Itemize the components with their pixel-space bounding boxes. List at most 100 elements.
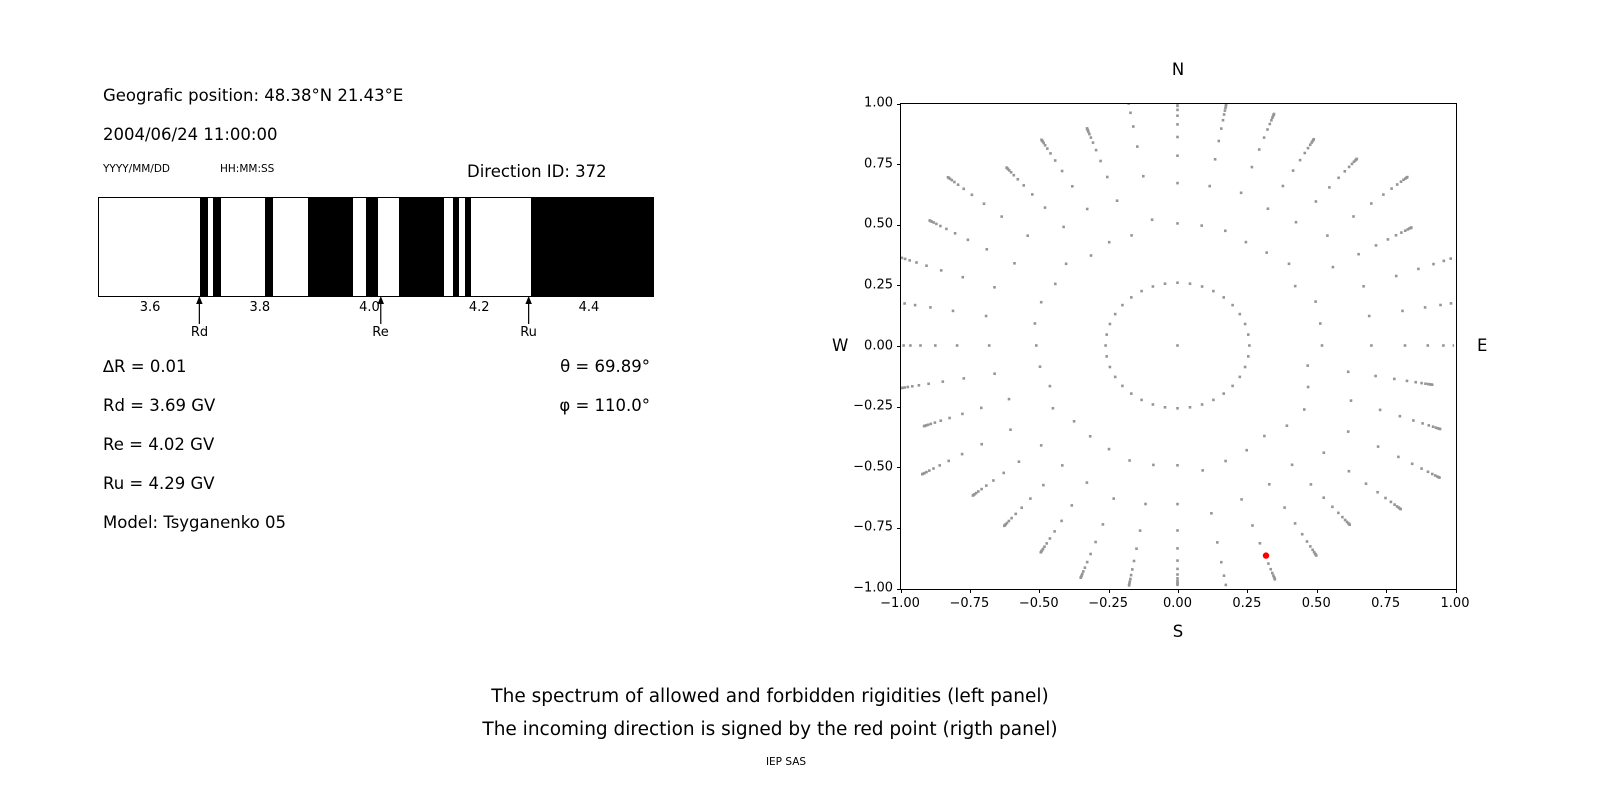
direction-dot [1222, 296, 1225, 299]
direction-dot [1176, 502, 1179, 506]
direction-dot [1300, 532, 1304, 536]
direction-dot [1306, 385, 1310, 389]
direction-dot [1010, 516, 1013, 520]
direction-dot [1140, 398, 1143, 402]
cutoff-marker-label: Re [372, 325, 389, 340]
direction-dot [1426, 344, 1430, 347]
direction-dot [1026, 234, 1029, 237]
direction-dot [1395, 183, 1399, 186]
geographic-position: Geografic position: 48.38°N 21.43°E [103, 86, 404, 105]
direction-dot [1240, 498, 1243, 501]
direction-dot [1088, 132, 1091, 136]
up-arrow-icon [525, 296, 532, 324]
direction-dot [1129, 577, 1132, 581]
direction-dot [1258, 542, 1262, 545]
direction-dot [1271, 116, 1274, 119]
direction-dot [1176, 114, 1179, 117]
direction-dot [1043, 144, 1047, 147]
direction-dot [928, 469, 931, 472]
re-value: Re = 4.02 GV [103, 435, 215, 454]
direction-dot [1107, 240, 1111, 244]
direction-dot [1176, 108, 1179, 112]
direction-dot [1176, 547, 1179, 550]
direction-dot [901, 256, 904, 260]
direction-dot [1305, 540, 1309, 543]
direction-dot [1293, 522, 1297, 525]
direction-dot [953, 180, 956, 184]
direction-dot [1176, 579, 1179, 583]
direction-dot [1089, 254, 1093, 257]
direction-dot [1312, 138, 1316, 141]
direction-dot [1349, 399, 1353, 402]
direction-dot [1265, 251, 1268, 254]
up-arrow-icon [377, 296, 384, 324]
ru-value: Ru = 4.29 GV [103, 474, 215, 493]
direction-dot [1007, 397, 1011, 401]
direction-dot [1352, 160, 1356, 164]
direction-dot [962, 187, 965, 191]
y-tick-mark [897, 285, 901, 287]
spectrum-x-tick-label: 4.2 [468, 300, 490, 315]
x-tick-mark [1386, 589, 1388, 593]
direction-dot [1042, 141, 1045, 145]
spectrum-x-tick-label: 3.8 [249, 300, 271, 315]
direction-y-tick-label: −0.50 [853, 459, 893, 475]
direction-dot [1362, 285, 1365, 288]
direction-dot [1138, 529, 1142, 532]
direction-dot [1243, 365, 1247, 369]
direction-dot [1039, 300, 1043, 304]
direction-dot [1163, 406, 1167, 409]
direction-dot [1176, 577, 1179, 580]
direction-x-axis: −1.00 −0.75 −0.50 −0.25 0.00 0.25 0.50 0.75 1.00 [880, 596, 1469, 612]
direction-dot [1412, 419, 1415, 422]
direction-y-tick-label: −0.25 [853, 398, 893, 414]
direction-dot [1384, 496, 1387, 500]
direction-dot [1053, 159, 1057, 162]
direction-dot [901, 386, 902, 390]
direction-dot [1331, 505, 1334, 509]
direction-dot [945, 227, 948, 231]
direction-dot [1224, 459, 1227, 463]
spectrum-x-tick-label: 4.0 [359, 300, 380, 315]
direction-dot [1319, 322, 1322, 325]
direction-dot [1393, 377, 1396, 381]
direction-dot [1017, 460, 1021, 463]
direction-dot [1029, 497, 1032, 500]
direction-dot [1367, 314, 1371, 318]
direction-dot [1433, 474, 1437, 477]
direction-dot [1085, 481, 1089, 484]
direction-dot [1283, 506, 1286, 509]
direction-dot [1320, 344, 1324, 347]
theta-value: θ = 69.89° [560, 357, 650, 376]
direction-dot [961, 412, 964, 416]
direction-dot [1151, 403, 1155, 406]
direction-dot [1200, 285, 1204, 288]
direction-dot [985, 248, 989, 251]
direction-dot [1406, 228, 1409, 231]
direction-dot [1176, 567, 1179, 571]
date-format-label: YYYY/MM/DD [103, 163, 171, 175]
direction-dot [1224, 583, 1228, 587]
direction-dot [1070, 504, 1074, 507]
direction-dot [956, 183, 960, 186]
direction-dot [935, 222, 938, 226]
direction-dot [1121, 384, 1124, 388]
direction-y-tick-label: 0.25 [864, 277, 893, 293]
direction-dot [1273, 578, 1277, 581]
direction-dot [1337, 176, 1340, 180]
direction-dot [1108, 365, 1112, 369]
direction-dot [1231, 303, 1234, 307]
direction-dot [1268, 483, 1271, 486]
direction-y-tick-label: −0.75 [853, 519, 893, 535]
direction-dot [1442, 259, 1446, 263]
direction-dot [1224, 104, 1228, 106]
direction-dot [925, 470, 928, 474]
direction-scatter-plot [897, 103, 1457, 593]
direction-dot [1132, 559, 1136, 563]
direction-x-tick-label: 1.00 [1440, 596, 1470, 611]
x-tick-mark [1316, 589, 1318, 593]
direction-dot [966, 238, 970, 242]
direction-dot [903, 302, 906, 305]
direction-dot [980, 487, 983, 491]
direction-dot [1403, 229, 1407, 232]
